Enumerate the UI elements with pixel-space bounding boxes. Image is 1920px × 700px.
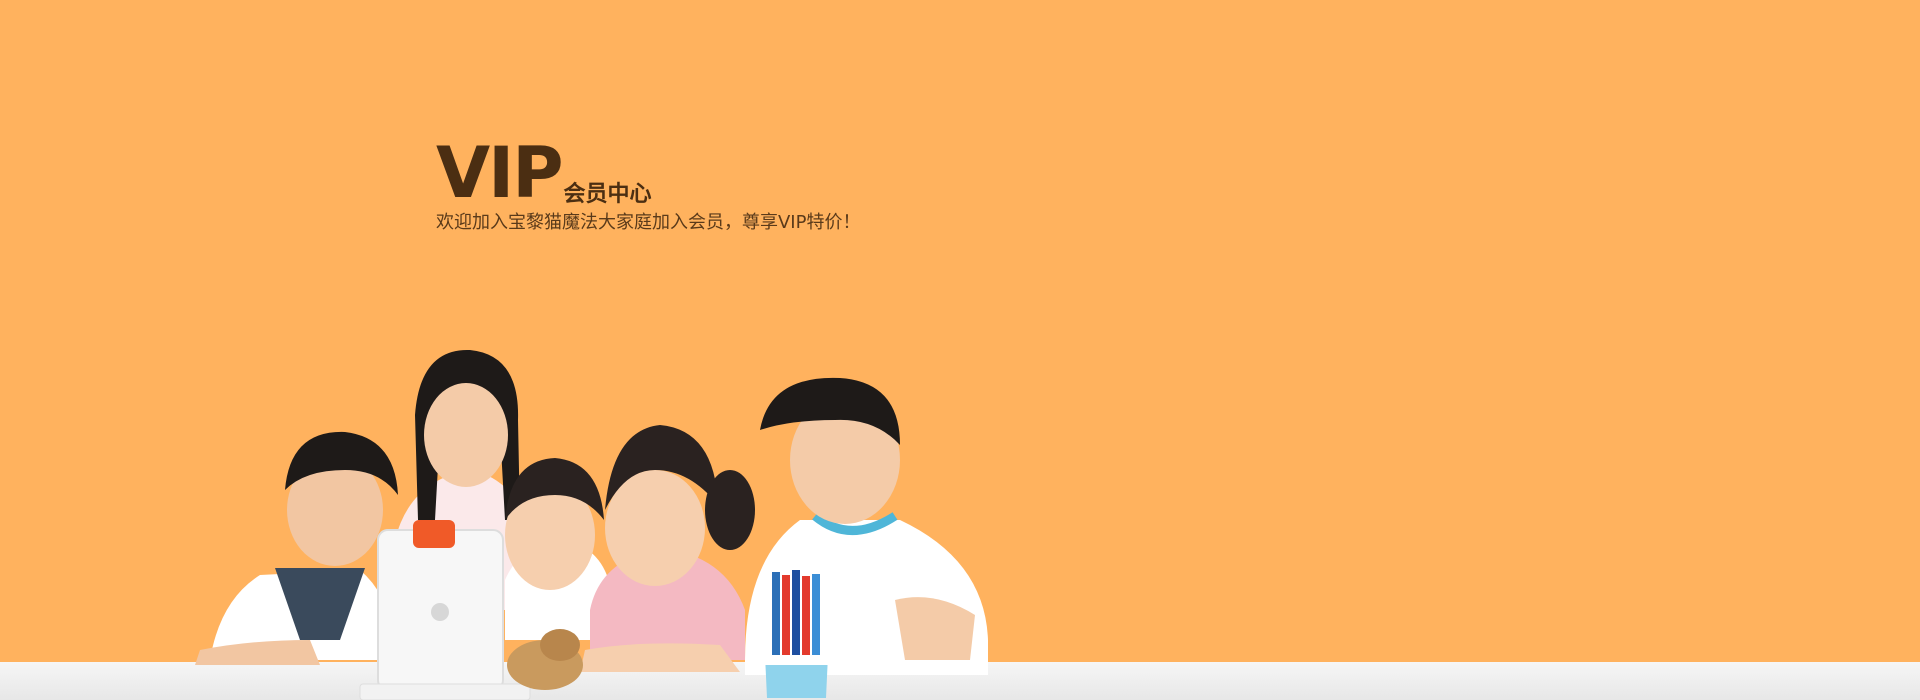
child-floral-girl (580, 425, 755, 672)
marker-cup-icon (765, 570, 828, 698)
banner-heading: VIP会员中心 (436, 138, 652, 208)
member-center-title: 会员中心 (563, 182, 652, 207)
child-middle-girl (505, 458, 610, 640)
child-left (195, 431, 398, 665)
tablet-icon (359, 520, 531, 700)
banner-tagline: 欢迎加入宝黎猫魔法大家庭加入会员，尊享VIP特价！ (436, 212, 861, 233)
vip-title: VIP (436, 132, 564, 214)
child-right-boy (745, 377, 988, 675)
toy-figure (507, 629, 583, 690)
